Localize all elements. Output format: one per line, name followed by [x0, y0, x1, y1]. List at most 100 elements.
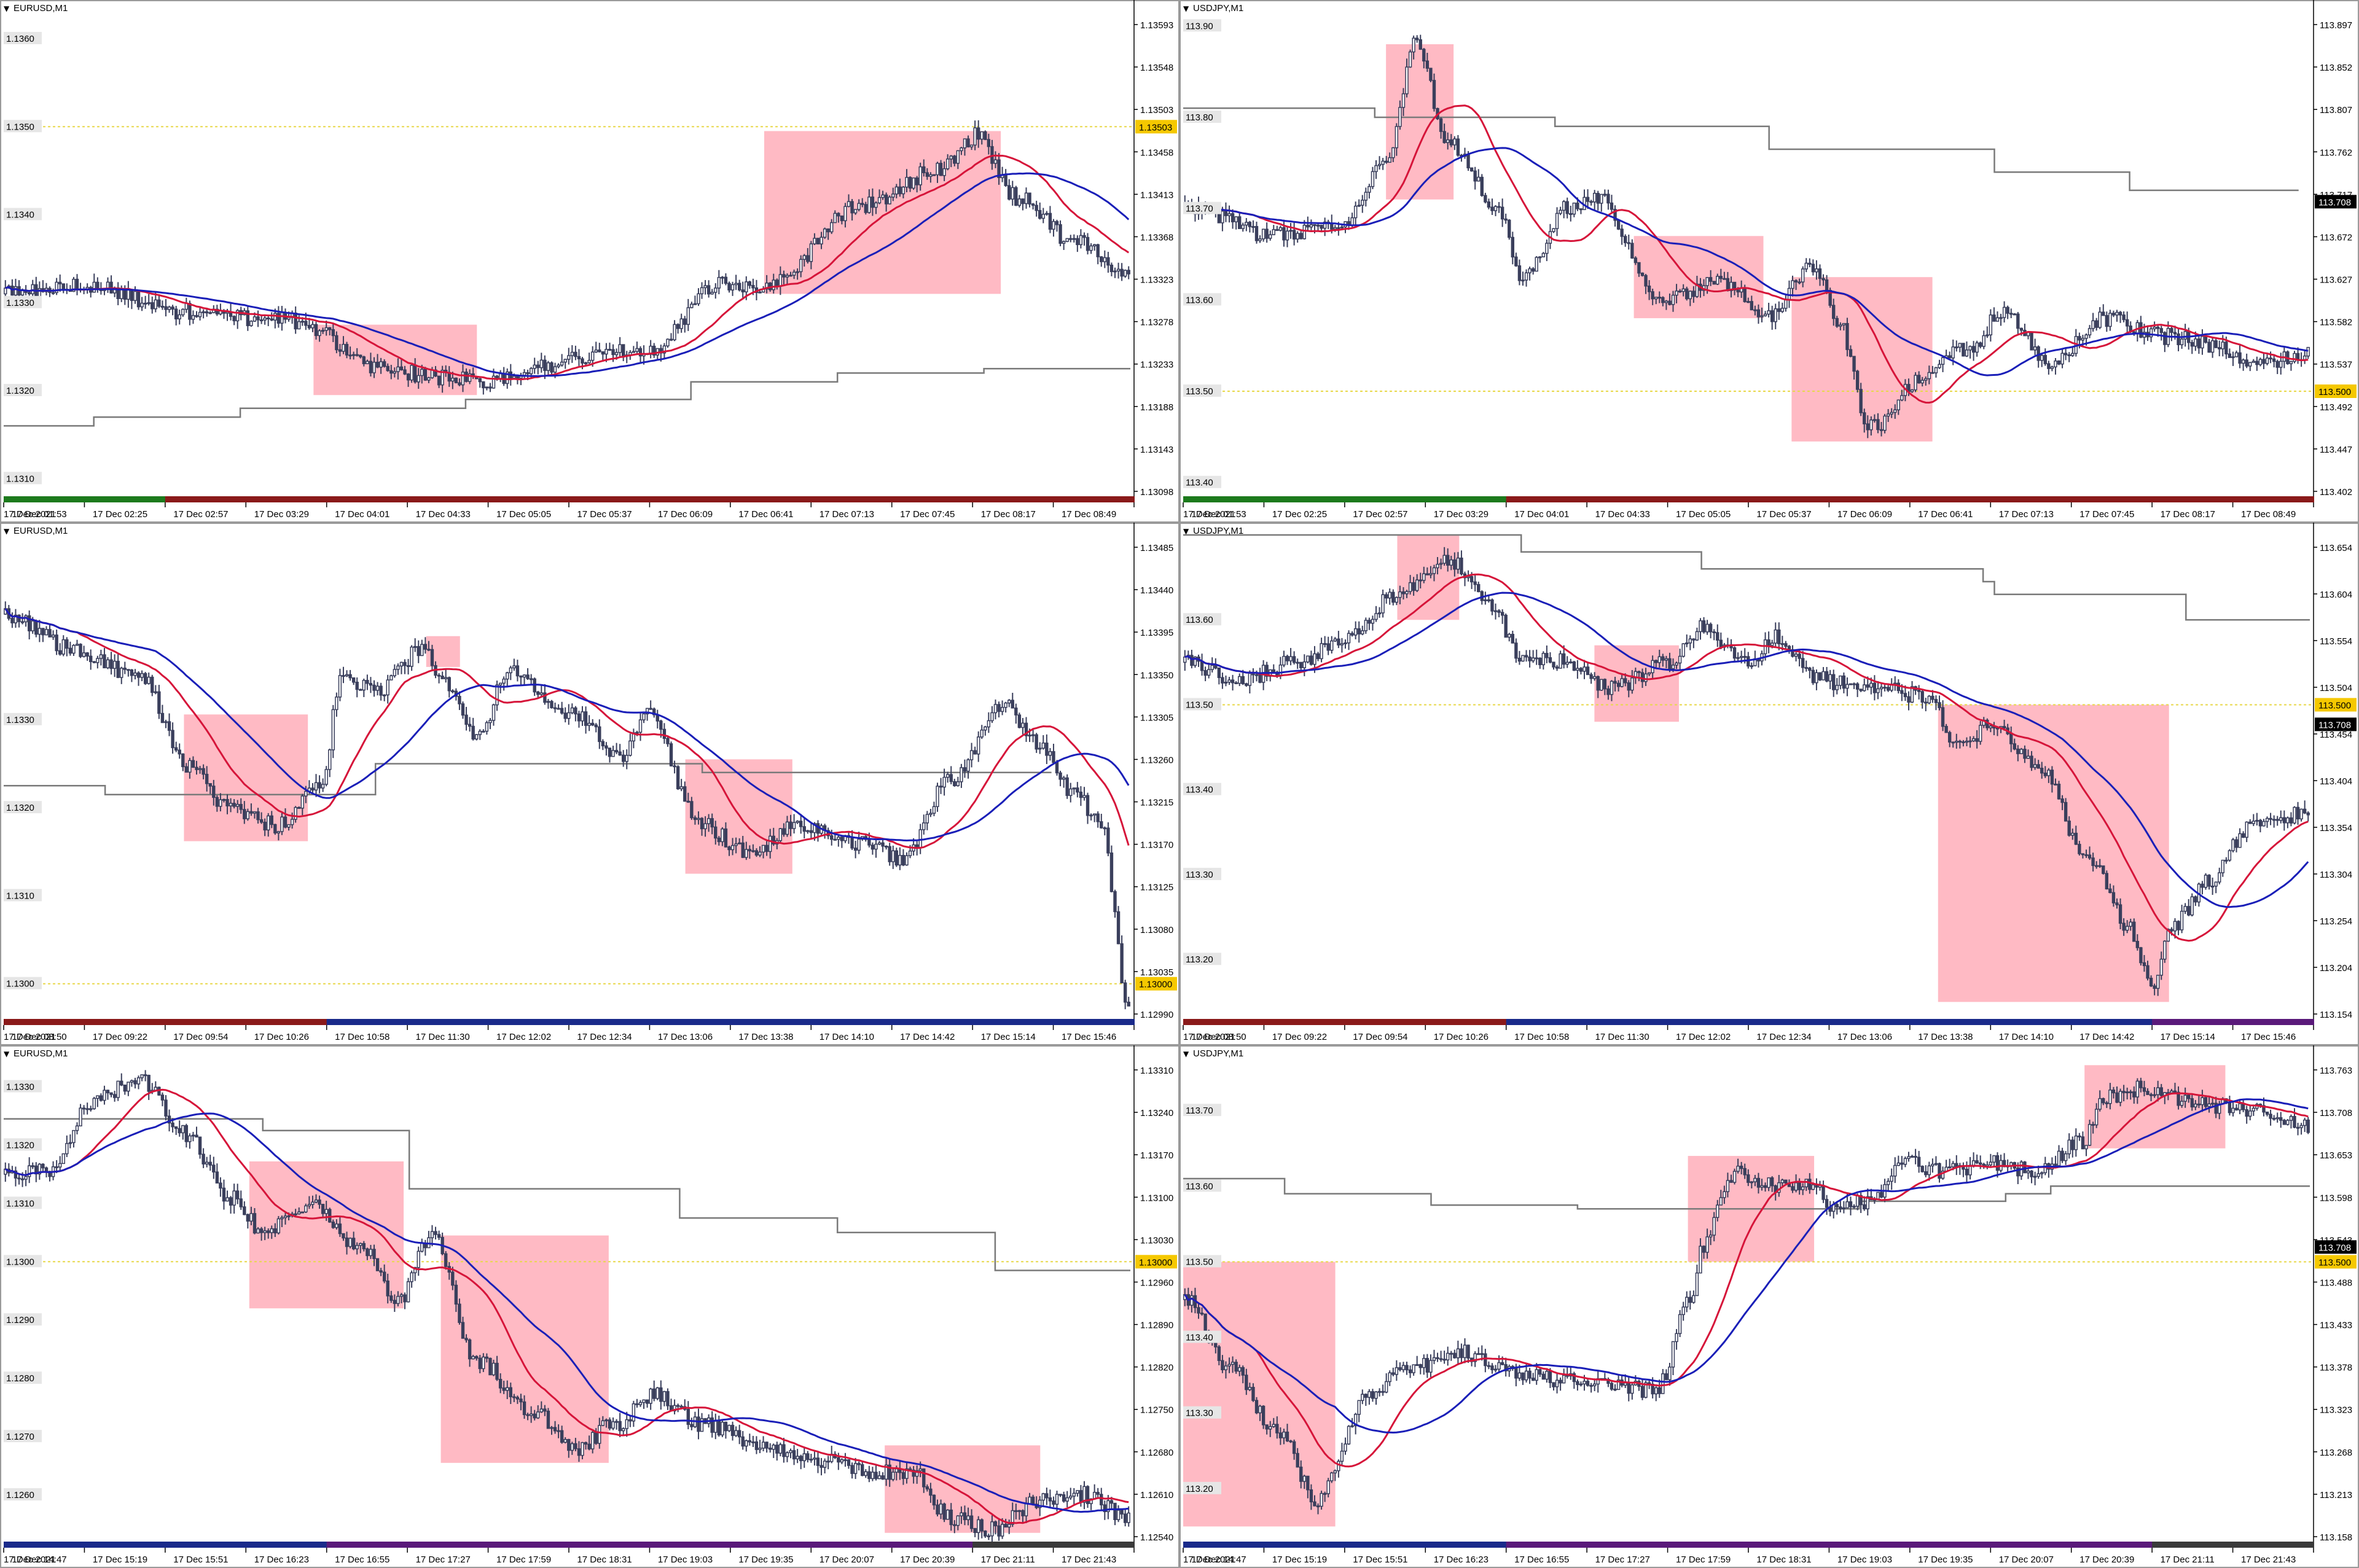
candle-body — [1193, 657, 1197, 666]
candle-body — [1449, 139, 1453, 146]
candle-body — [232, 803, 236, 807]
candle-body — [563, 712, 567, 719]
candle-body — [1852, 1206, 1856, 1208]
candle-body — [2091, 320, 2095, 329]
time-axis-label: 17 Dec 17:27 — [1595, 1554, 1650, 1565]
chart-panel-usdjpy-3[interactable]: 113.70 113.60 113.50 113.40 113.30 113.20 113.… — [1180, 1045, 2359, 1568]
time-axis-label: 17 Dec 02:25 — [1272, 509, 1327, 520]
chart-panel-usdjpy-2[interactable]: 113.60 113.50 113.40 113.30 113.20 113.654 113… — [1180, 523, 2359, 1045]
candle-body — [598, 349, 601, 353]
candle-body — [1879, 1192, 1884, 1198]
candle-body — [1021, 198, 1025, 205]
candle-body — [809, 1459, 813, 1461]
candle-body — [512, 375, 516, 379]
candle-body — [1883, 415, 1887, 431]
candle-body — [840, 837, 844, 841]
candle-body — [730, 844, 735, 851]
candle-body — [1230, 213, 1235, 222]
chart-panel-eurusd-2[interactable]: 1.1330 1.1320 1.1310 1.1300 1.13485 1.13440 1.… — [0, 523, 1180, 1045]
candle-body — [61, 283, 65, 290]
candle-body — [1466, 154, 1470, 169]
candle-body — [918, 1468, 922, 1472]
candle-body — [2204, 336, 2208, 343]
candle-body — [2026, 1170, 2030, 1174]
candle-body — [369, 1249, 373, 1257]
price-tag-label: 1.13000 — [1139, 1257, 1172, 1268]
candle-body — [379, 1270, 383, 1273]
candle-body — [936, 1504, 939, 1515]
chart-panel-eurusd-1[interactable]: 1.1360 1.1350 1.1340 1.1330 1.1320 1.1310 1.13… — [0, 0, 1180, 523]
candle-body — [403, 1294, 407, 1303]
candle-body — [1863, 1204, 1866, 1210]
right-tick-label: 1.13035 — [1140, 967, 1173, 978]
chart-panel-eurusd-3[interactable]: 1.1330 1.1320 1.1310 1.1300 1.1290 1.1280 1.12… — [0, 1045, 1180, 1568]
candle-body — [311, 787, 315, 791]
candle-body — [1367, 620, 1371, 624]
candle-body — [1446, 139, 1450, 143]
candle-body — [1100, 821, 1103, 829]
candle-body — [1965, 349, 1969, 357]
candle-body — [984, 131, 987, 140]
candle-body — [758, 1448, 762, 1450]
candle-body — [622, 1428, 625, 1432]
session-bar-segment — [1344, 1542, 1507, 1548]
candle-body — [1004, 702, 1007, 708]
candle-body — [1357, 205, 1361, 207]
candle-body — [1038, 210, 1042, 219]
candle-body — [721, 1421, 724, 1436]
candle-body — [1092, 813, 1097, 816]
candle-body — [2269, 357, 2272, 360]
candle-body — [1699, 620, 1702, 633]
candle-body — [853, 848, 858, 851]
candle-body — [198, 768, 202, 770]
time-axis-label: 17 Dec 02:57 — [173, 509, 228, 520]
candle-body — [1927, 372, 1931, 380]
candle-body — [2087, 1124, 2092, 1146]
candle-body — [1750, 301, 1754, 311]
candle-body — [915, 177, 919, 185]
candle-body — [850, 837, 854, 849]
candle-body — [1934, 699, 1938, 703]
time-axis-label: 17 Dec 19:03 — [658, 1554, 713, 1565]
candle-body — [2194, 1103, 2197, 1108]
left-tick-label: 113.40 — [1186, 785, 1213, 795]
candle-body — [1306, 1475, 1310, 1491]
candle-body — [410, 646, 413, 667]
candle-body — [833, 213, 837, 224]
candle-body — [772, 279, 775, 291]
candle-body — [2210, 1102, 2215, 1105]
candle-body — [2221, 859, 2224, 873]
time-axis-label: 17 Dec 08:50 — [12, 1032, 66, 1042]
candle-body — [1045, 1493, 1049, 1499]
candle-body — [1579, 668, 1583, 672]
candle-body — [1024, 1503, 1028, 1516]
candle-body — [1661, 1373, 1665, 1394]
right-tick-label: 113.354 — [2320, 823, 2352, 833]
chart-panel-usdjpy-1[interactable]: 113.90 113.80 113.70 113.60 113.50 113.40 113.… — [1180, 0, 2359, 523]
candle-body — [246, 1214, 250, 1222]
pattern-zone — [440, 1235, 609, 1463]
session-bar-segment — [1667, 1019, 1830, 1025]
candle-body — [881, 1475, 885, 1480]
candle-body — [676, 324, 680, 329]
candle-body — [1254, 1400, 1259, 1414]
left-tick-bg — [1183, 613, 1221, 626]
candle-body — [1640, 1386, 1645, 1398]
candle-body — [65, 1143, 69, 1155]
candle-body — [2293, 806, 2296, 824]
time-axis-label: 17 Dec 2021 — [1183, 509, 1235, 520]
candle-body — [1408, 51, 1412, 68]
time-axis-label: 17 Dec 12:34 — [1756, 1032, 1811, 1042]
candle-body — [1855, 683, 1860, 690]
candle-body — [229, 1197, 233, 1206]
candle-body — [362, 680, 366, 691]
candle-body — [184, 1125, 189, 1142]
right-tick-label: 1.13098 — [1140, 487, 1173, 497]
candle-body — [389, 370, 393, 374]
candle-body — [2177, 921, 2180, 930]
candle-body — [953, 781, 957, 786]
candle-body — [1377, 1391, 1382, 1393]
candle-body — [1907, 696, 1911, 703]
candle-body — [461, 703, 465, 716]
moving-average-slow — [4, 608, 1130, 849]
